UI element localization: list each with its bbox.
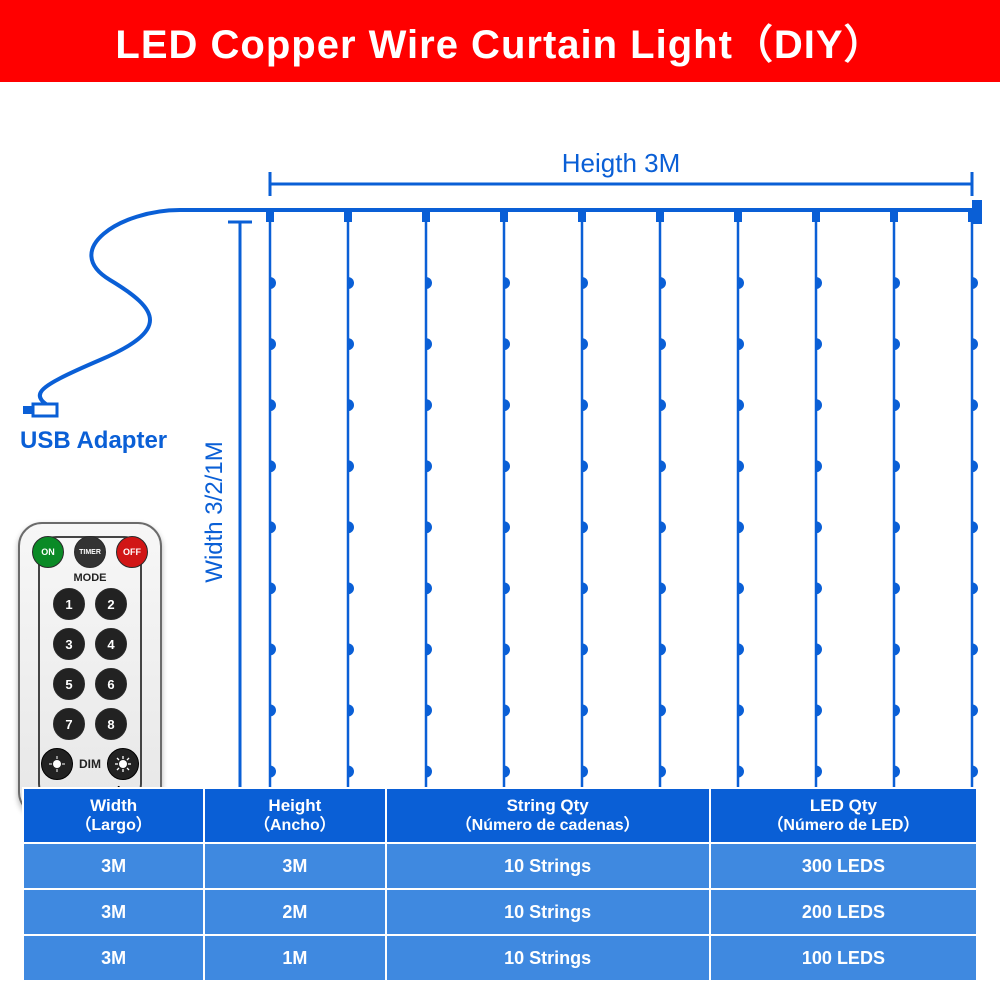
remote-mode-1[interactable]: 1	[53, 588, 85, 620]
table-row: 3M2M10 Strings200 LEDS	[23, 889, 977, 935]
table-cell: 1M	[204, 935, 385, 981]
remote-mode-3[interactable]: 3	[53, 628, 85, 660]
table-cell: 3M	[23, 889, 204, 935]
remote-mode-7[interactable]: 7	[53, 708, 85, 740]
svg-text:Heigth 3M: Heigth 3M	[562, 148, 681, 178]
table-header-2: String Qty（Número de cadenas）	[386, 788, 710, 843]
remote-on-button[interactable]: ON	[32, 536, 64, 568]
remote-mode-8[interactable]: 8	[95, 708, 127, 740]
remote-mode-2[interactable]: 2	[95, 588, 127, 620]
table-cell: 3M	[23, 935, 204, 981]
table-row: 3M1M10 Strings100 LEDS	[23, 935, 977, 981]
remote-off-button[interactable]: OFF	[116, 536, 148, 568]
remote-control: ON TIMER OFF MODE 1 2 3 4 5 6 7 8	[18, 522, 162, 816]
usb-adapter-label: USB Adapter	[20, 427, 167, 455]
remote-mode-5[interactable]: 5	[53, 668, 85, 700]
remote-dim-down[interactable]	[41, 748, 73, 780]
spec-table: Width（Largo）Height（Ancho）String Qty（Núme…	[22, 787, 978, 982]
table-header-1: Height（Ancho）	[204, 788, 385, 843]
table-cell: 10 Strings	[386, 935, 710, 981]
table-cell: 3M	[204, 843, 385, 889]
svg-text:Width 3/2/1M: Width 3/2/1M	[201, 441, 228, 582]
spec-table-wrap: Width（Largo）Height（Ancho）String Qty（Núme…	[22, 787, 978, 982]
table-cell: 3M	[23, 843, 204, 889]
table-cell: 2M	[204, 889, 385, 935]
remote-timer-button[interactable]: TIMER	[74, 536, 106, 568]
table-header-3: LED Qty（Número de LED）	[710, 788, 977, 843]
table-row: 3M3M10 Strings300 LEDS	[23, 843, 977, 889]
table-cell: 10 Strings	[386, 843, 710, 889]
remote-top-row: ON TIMER OFF	[32, 536, 148, 568]
remote-mode-label: MODE	[74, 572, 107, 584]
title-header: LED Copper Wire Curtain Light（DIY）	[0, 0, 1000, 82]
table-cell: 100 LEDS	[710, 935, 977, 981]
table-cell: 200 LEDS	[710, 889, 977, 935]
remote-mode-4[interactable]: 4	[95, 628, 127, 660]
diagram-area: Heigth 3M Width 3/2/1M USB Adapter ON TIM…	[0, 82, 1000, 812]
remote-dim-label: DIM	[79, 757, 101, 771]
remote-dim-row: DIM	[32, 748, 148, 780]
table-cell: 300 LEDS	[710, 843, 977, 889]
remote-mode-6[interactable]: 6	[95, 668, 127, 700]
table-header-0: Width（Largo）	[23, 788, 204, 843]
remote-dim-up[interactable]	[107, 748, 139, 780]
table-cell: 10 Strings	[386, 889, 710, 935]
